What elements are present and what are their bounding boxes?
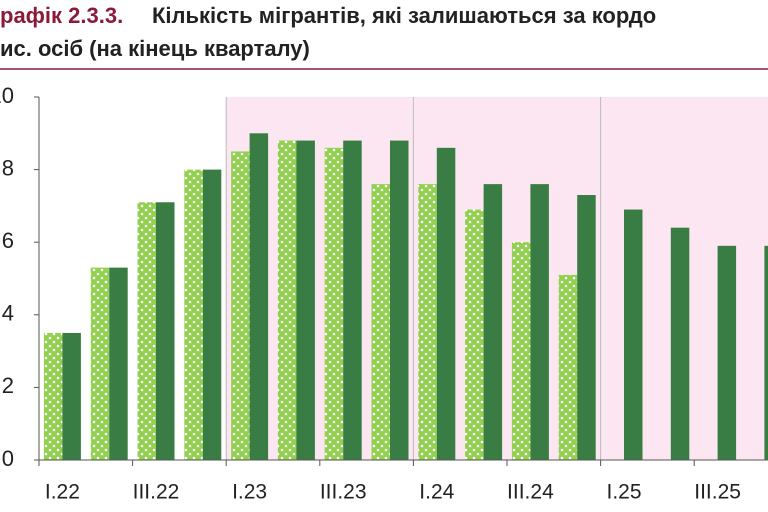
y-tick-label: 4 xyxy=(2,301,14,326)
x-tick-label: III.22 xyxy=(133,481,180,504)
x-tick-label: III.24 xyxy=(507,481,554,504)
bar xyxy=(137,202,156,460)
y-tick-label: 10 xyxy=(0,83,14,108)
bar xyxy=(109,267,128,460)
y-tick-label: 2 xyxy=(2,373,14,398)
x-tick-label: I.23 xyxy=(232,481,267,504)
bar xyxy=(670,227,690,460)
x-tick-label: I.25 xyxy=(606,481,641,504)
bar xyxy=(156,202,175,460)
x-tick-label: I.22 xyxy=(45,481,80,504)
bar xyxy=(202,169,222,460)
bar xyxy=(371,184,390,460)
bar xyxy=(249,133,269,461)
bar xyxy=(511,242,531,460)
chart-title-number: рафік 2.3.3. xyxy=(0,3,123,28)
bar xyxy=(231,151,250,460)
x-tick-label: I.24 xyxy=(419,481,454,504)
bar xyxy=(624,209,643,460)
x-tick-label: III.23 xyxy=(320,481,367,504)
bar xyxy=(277,140,297,460)
bar xyxy=(418,184,437,460)
bar xyxy=(530,184,549,460)
y-tick-label: 6 xyxy=(2,228,14,253)
bar xyxy=(296,140,315,460)
bar xyxy=(483,184,503,460)
bar xyxy=(717,245,737,460)
bar xyxy=(184,169,203,460)
chart-subtitle: ис. осіб (на кінець кварталу) xyxy=(0,36,310,61)
bar xyxy=(43,332,63,460)
bar xyxy=(764,245,768,460)
bar xyxy=(62,332,81,460)
bar xyxy=(558,274,578,460)
chart-title: Кількість мігрантів, які залишаються за … xyxy=(152,3,656,28)
bar xyxy=(343,140,362,460)
bar xyxy=(90,267,110,460)
bar xyxy=(436,147,456,460)
bar xyxy=(465,209,484,460)
y-tick-label: 8 xyxy=(2,155,14,180)
bar xyxy=(390,140,409,460)
bar xyxy=(324,147,344,460)
bar xyxy=(577,195,596,460)
x-tick-label: III.25 xyxy=(694,481,741,504)
y-tick-label: 0 xyxy=(2,446,14,471)
